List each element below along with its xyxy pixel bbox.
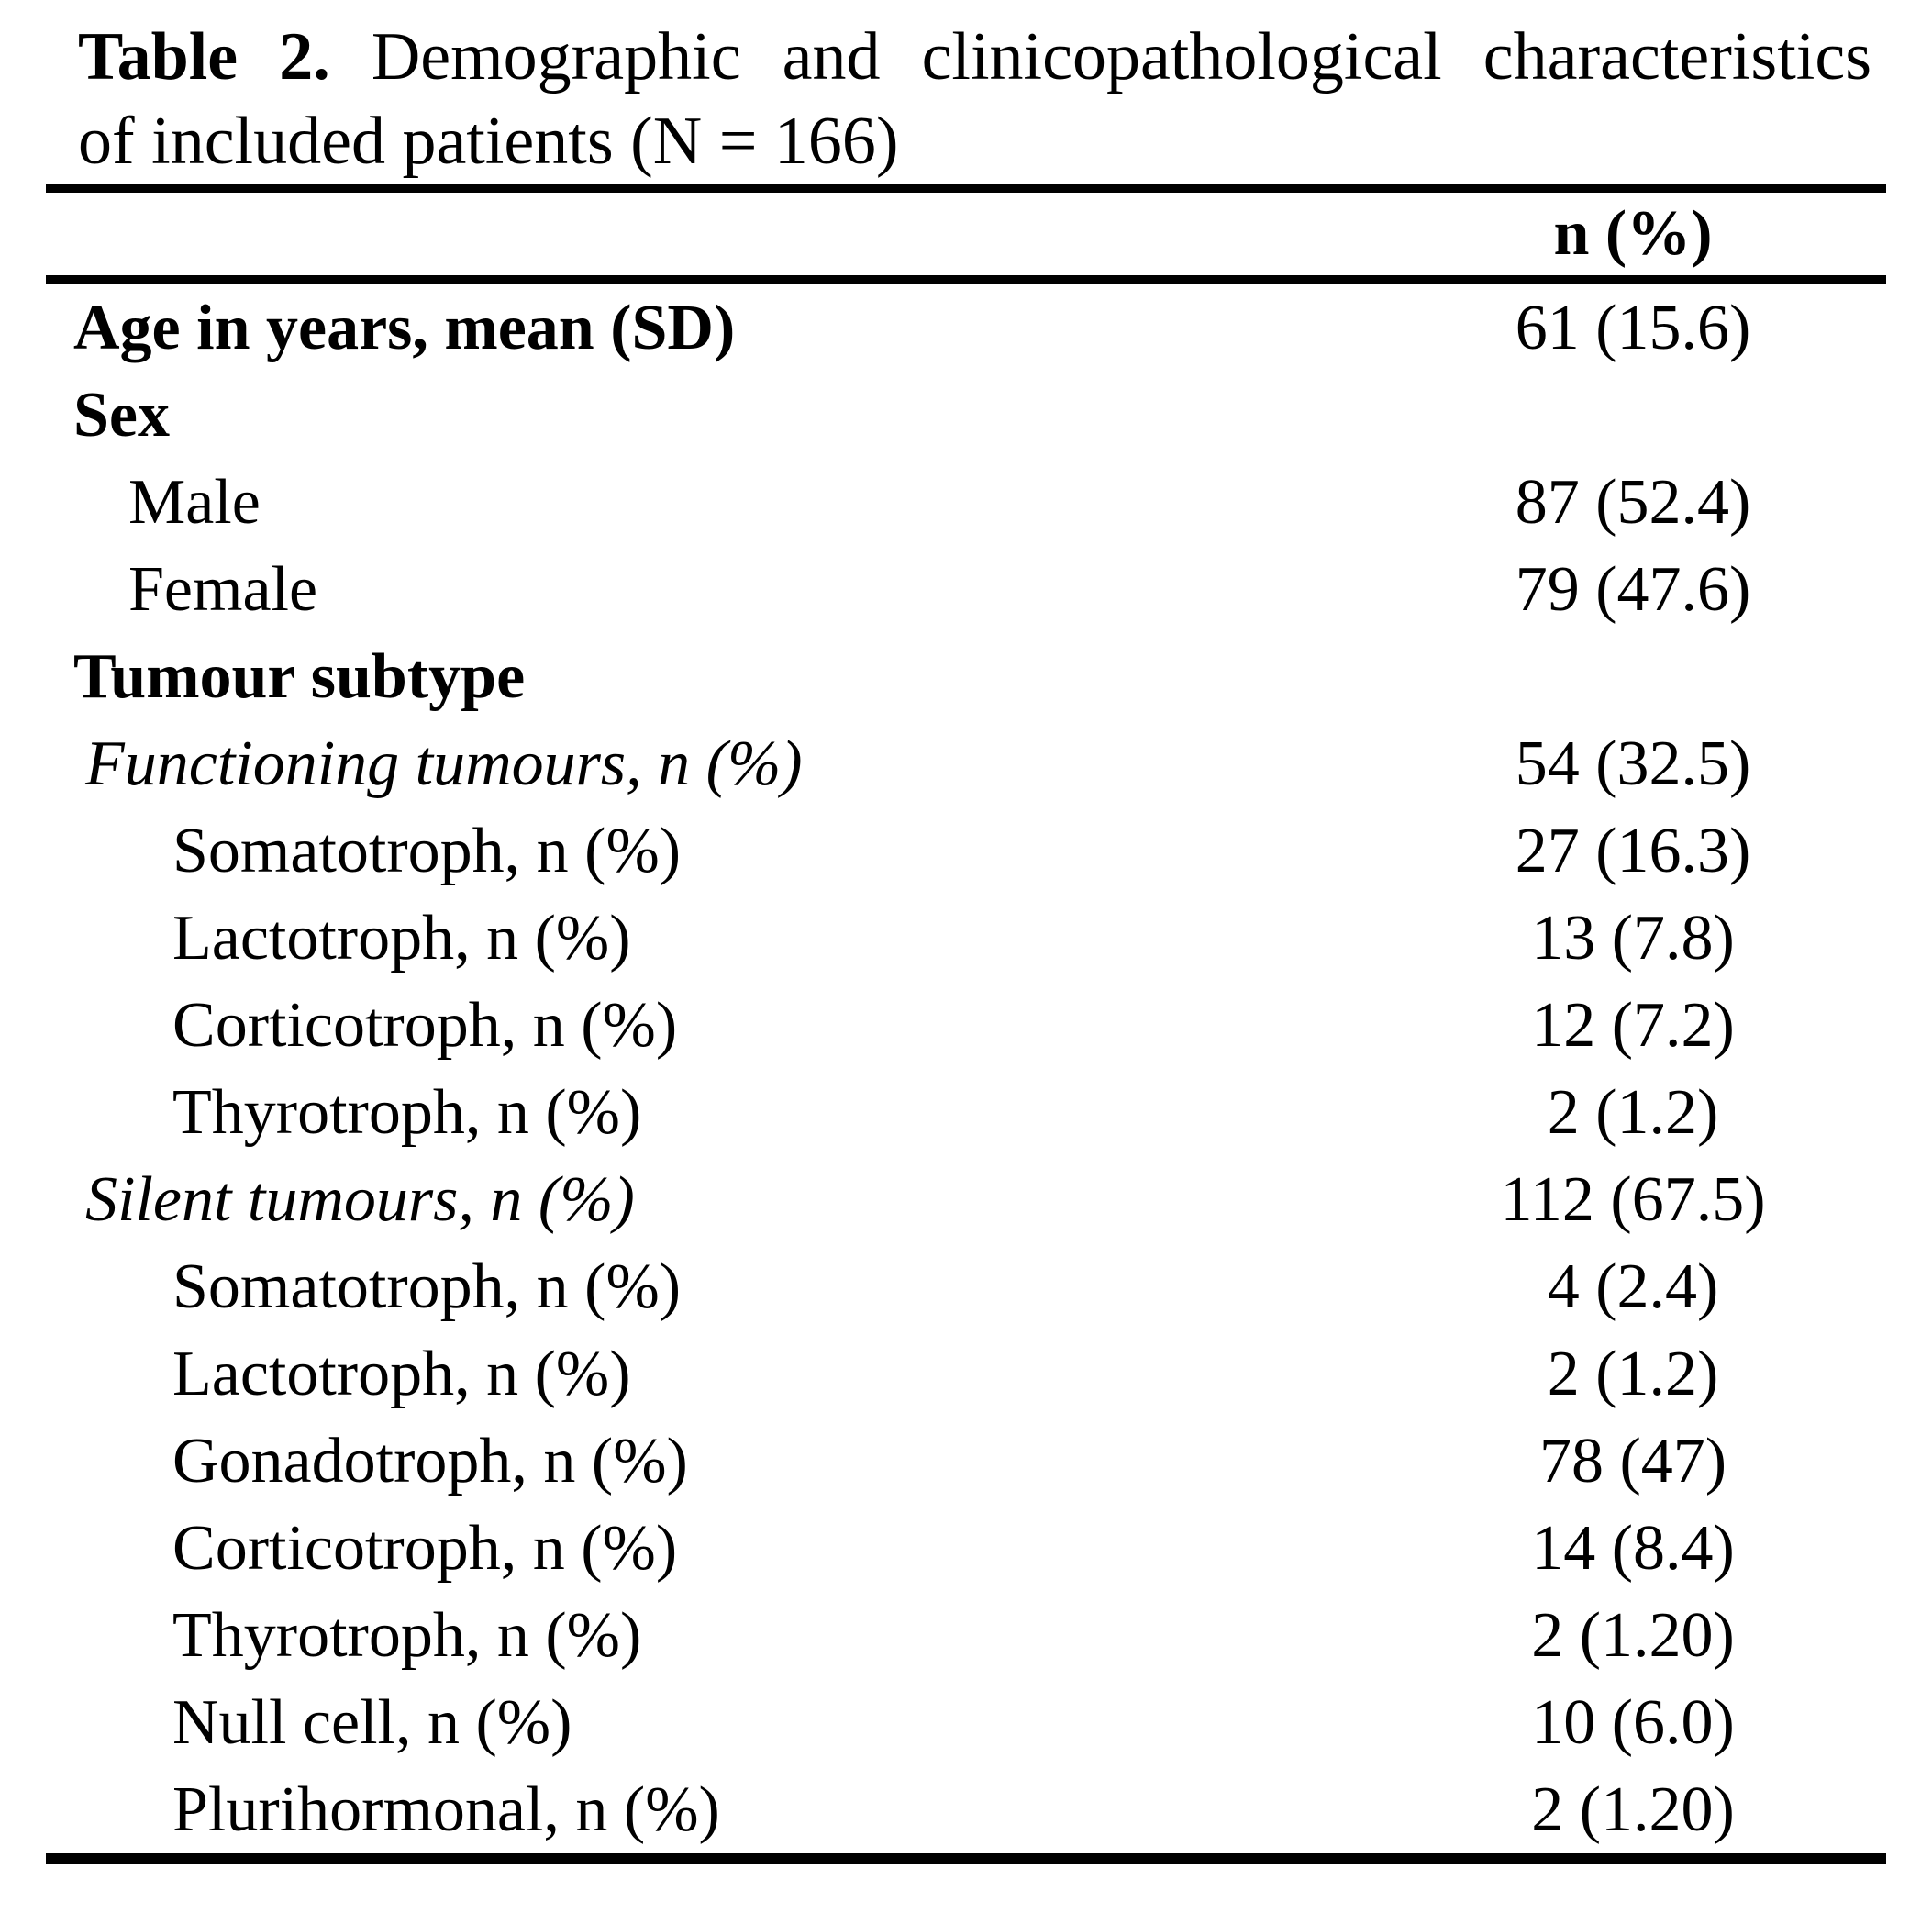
row-label: Tumour subtype [73,641,526,712]
table-row: Somatotroph, n (%) 27 (16.3) [0,807,1932,895]
table-row: Sex [0,372,1932,459]
row-value: 4 (2.4) [1547,1251,1719,1322]
row-label: Thyrotroph, n (%) [172,1077,642,1148]
row-value: 14 (8.4) [1531,1513,1735,1584]
table-row: Age in years, mean (SD) 61 (15.6) [0,284,1932,372]
row-value: 112 (67.5) [1500,1164,1766,1235]
row-label: Plurihormonal, n (%) [172,1774,720,1845]
row-label: Lactotroph, n (%) [172,1339,631,1409]
table-caption: Table 2. Demographic and clinicopatholog… [0,0,1932,184]
table-caption-line2: of included patients (N = 166) [78,104,899,179]
row-value: 13 (7.8) [1531,903,1735,973]
table-row: Functioning tumours, n (%) 54 (32.5) [0,720,1932,807]
row-value: 79 (47.6) [1515,554,1751,625]
table-row: Silent tumours, n (%) 112 (67.5) [0,1156,1932,1243]
row-value: 10 (6.0) [1531,1687,1735,1758]
table-row: Female 79 (47.6) [0,546,1932,633]
row-value: 27 (16.3) [1515,816,1751,886]
table-row: Lactotroph, n (%) 13 (7.8) [0,895,1932,982]
row-label: Gonadotroph, n (%) [172,1426,688,1496]
row-label: Female [128,554,318,625]
row-label: Somatotroph, n (%) [172,816,682,886]
table-caption-label: Table 2. [78,19,330,95]
table-row: Null cell, n (%) 10 (6.0) [0,1679,1932,1766]
row-value [1376,633,1890,720]
row-value: 2 (1.20) [1531,1600,1735,1671]
table-bottom-rule [46,1853,1886,1864]
table-caption-text: Demographic and clinicopathological char… [371,19,1871,95]
table-row: Male 87 (52.4) [0,459,1932,546]
row-label: Sex [73,380,170,450]
table-top-rule [46,184,1886,193]
column-header-n-percent: n (%) [1553,198,1713,269]
row-value: 87 (52.4) [1515,467,1751,538]
table-row: Thyrotroph, n (%) 2 (1.2) [0,1069,1932,1156]
row-label: Null cell, n (%) [172,1687,572,1758]
row-label: Corticotroph, n (%) [172,990,678,1061]
table-row: Plurihormonal, n (%) 2 (1.20) [0,1766,1932,1853]
row-label: Lactotroph, n (%) [172,903,631,973]
row-label: Somatotroph, n (%) [172,1251,682,1322]
row-value: 12 (7.2) [1531,990,1735,1061]
row-value: 2 (1.2) [1547,1339,1719,1409]
row-label: Corticotroph, n (%) [172,1513,678,1584]
table-row: Lactotroph, n (%) 2 (1.2) [0,1330,1932,1418]
row-label: Functioning tumours, n (%) [85,728,803,799]
table-row: Corticotroph, n (%) 12 (7.2) [0,982,1932,1069]
table-row: Tumour subtype [0,633,1932,720]
row-label: Male [128,467,261,538]
table-row: Somatotroph, n (%) 4 (2.4) [0,1243,1932,1330]
table-header-row: n (%) [0,193,1932,275]
row-label: Thyrotroph, n (%) [172,1600,642,1671]
row-label: Age in years, mean (SD) [73,293,736,363]
table-row: Thyrotroph, n (%) 2 (1.20) [0,1592,1932,1679]
table-row: Gonadotroph, n (%) 78 (47) [0,1418,1932,1505]
row-value: 2 (1.20) [1531,1774,1735,1845]
row-label: Silent tumours, n (%) [85,1164,635,1235]
row-value: 78 (47) [1538,1426,1727,1496]
table-body: Age in years, mean (SD) 61 (15.6) Sex Male 8… [0,284,1932,1853]
row-value: 54 (32.5) [1515,728,1751,799]
table-header-rule [46,275,1886,284]
table-caption-line1: Table 2. Demographic and clinicopatholog… [78,15,1871,99]
row-value [1376,372,1890,459]
table-row: Corticotroph, n (%) 14 (8.4) [0,1505,1932,1592]
row-value: 61 (15.6) [1515,293,1751,363]
row-value: 2 (1.2) [1547,1077,1719,1148]
